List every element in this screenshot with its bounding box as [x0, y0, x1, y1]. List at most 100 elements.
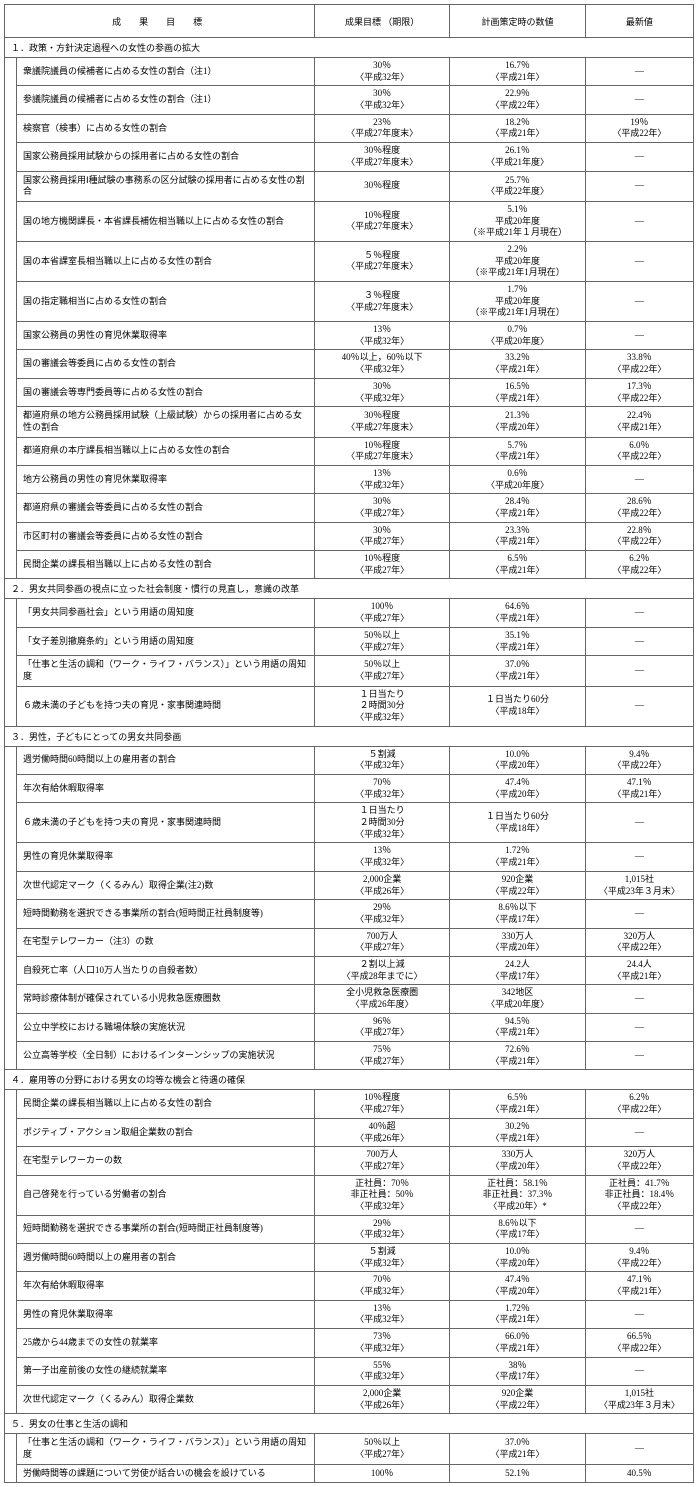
target-value: 55％ 〈平成32年〉 — [314, 1357, 449, 1385]
section-header: １．政策・方針決定過程への女性の参画の拡大 — [5, 38, 694, 58]
target-value: 30％ 〈平成32年〉 — [314, 58, 449, 86]
item-label: 「仕事と生活の調和（ワーク・ライフ・バランス）」という用語の周知度 — [17, 1434, 315, 1464]
latest-value: 9.4％ 〈平成22年〉 — [585, 746, 693, 774]
item-label: ポジティブ・アクション取組企業数の割合 — [17, 1118, 315, 1146]
plan-value: 30.2％ 〈平成21年〉 — [450, 1118, 585, 1146]
latest-value: ― — [585, 241, 693, 281]
table-row: 都道府県の審議会等委員に占める女性の割合30％ 〈平成27年〉28.4％ 〈平成… — [5, 494, 694, 522]
latest-value: ― — [585, 803, 693, 843]
item-label: 男性の育児休業取得率 — [17, 1300, 315, 1328]
latest-value: ― — [585, 171, 693, 201]
item-label: 市区町村の審議会等委員に占める女性の割合 — [17, 522, 315, 550]
target-value: 29％ 〈平成32年〉 — [314, 900, 449, 928]
item-label: 年次有給休暇取得率 — [17, 1272, 315, 1300]
item-label: ６歳未満の子どもを持つ夫の育児・家事関連時間 — [17, 803, 315, 843]
table-row: 短時間勤務を選択できる事業所の割合(短時間正社員制度等)29％ 〈平成32年〉8… — [5, 900, 694, 928]
latest-value: ― — [585, 1357, 693, 1385]
target-value: 100％ 〈平成27年〉 — [314, 599, 449, 627]
target-value: 30％ 〈平成27年〉 — [314, 494, 449, 522]
plan-value: 1.72％ 〈平成21年〉 — [450, 1300, 585, 1328]
item-label: 短時間勤務を選択できる事業所の割合(短時間正社員制度等) — [17, 900, 315, 928]
target-value: ２割以上減 〈平成28年までに〉 — [314, 956, 449, 984]
table-row: 男性の育児休業取得率13％ 〈平成32年〉1.72％ 〈平成21年〉― — [5, 843, 694, 871]
table-row: 国家公務員の男性の育児休業取得率13％ 〈平成32年〉0.7％ 〈平成20年度〉… — [5, 322, 694, 350]
item-label: 国の指定職相当に占める女性の割合 — [17, 282, 315, 322]
target-value: 29％ 〈平成32年〉 — [314, 1215, 449, 1243]
target-value: 75％ 〈平成27年〉 — [314, 1042, 449, 1070]
indent-cell — [5, 599, 17, 726]
item-label: 自己啓発を行っている労働者の割合 — [17, 1175, 315, 1215]
plan-value: 16.7％ 〈平成21年〉 — [450, 58, 585, 86]
target-value: 96％ 〈平成27年〉 — [314, 1013, 449, 1041]
latest-value: ― — [585, 86, 693, 114]
target-value: 100％ — [314, 1464, 449, 1483]
latest-value: 320万人 〈平成22年〉 — [585, 1147, 693, 1175]
item-label: 参議院議員の候補者に占める女性の割合（注1） — [17, 86, 315, 114]
table-row: 「女子差別撤廃条約」という用語の周知度50％以上 〈平成27年〉35.1％ 〈平… — [5, 627, 694, 655]
plan-value: 37.0％ 〈平成21年〉 — [450, 656, 585, 686]
section-header: ４．雇用等の分野における男女の均等な機会と待遇の確保 — [5, 1070, 694, 1090]
target-value: 700万人 〈平成27年〉 — [314, 1147, 449, 1175]
header-plan: 計画策定時の数値 — [450, 5, 585, 38]
item-label: 次世代認定マーク（くるみん）取得企業(注2)数 — [17, 871, 315, 899]
table-row: 市区町村の審議会等委員に占める女性の割合30％ 〈平成27年〉23.3％ 〈平成… — [5, 522, 694, 550]
target-value: 2,000企業 〈平成26年〉 — [314, 1385, 449, 1413]
latest-value: 40.5％ — [585, 1464, 693, 1483]
plan-value: 8.6％以下 〈平成17年〉 — [450, 900, 585, 928]
item-label: 次世代認定マーク（くるみん）取得企業数 — [17, 1385, 315, 1413]
table-row: 検察官（検事）に占める女性の割合23％ 〈平成27年度末〉18.2％ 〈平成21… — [5, 114, 694, 142]
item-label: 国の審議会等委員に占める女性の割合 — [17, 350, 315, 378]
table-row: 自己啓発を行っている労働者の割合正社員：70％ 非正社員：50％ 〈平成32年〉… — [5, 1175, 694, 1215]
plan-value: 10.0％ 〈平成20年〉 — [450, 746, 585, 774]
target-value: 50％以上 〈平成27年〉 — [314, 627, 449, 655]
table-row: 25歳から44歳までの女性の就業率73％ 〈平成32年〉66.0％ 〈平成21年… — [5, 1329, 694, 1357]
plan-value: 64.6％ 〈平成21年〉 — [450, 599, 585, 627]
plan-value: 72.6％ 〈平成21年〉 — [450, 1042, 585, 1070]
latest-value: 47.1％ 〈平成21年〉 — [585, 775, 693, 803]
table-row: 「男女共同参画社会」という用語の周知度100％ 〈平成27年〉64.6％ 〈平成… — [5, 599, 694, 627]
target-value: 30％程度 〈平成27年度末〉 — [314, 143, 449, 171]
plan-value: 330万人 〈平成20年〉 — [450, 928, 585, 956]
plan-value: 6.5％ 〈平成21年〉 — [450, 551, 585, 579]
plan-value: 24.2人 〈平成17年〉 — [450, 956, 585, 984]
target-value: ３％程度 〈平成27年度末〉 — [314, 282, 449, 322]
item-label: 民間企業の課長相当職以上に占める女性の割合 — [17, 1090, 315, 1118]
target-value: 30％程度 — [314, 171, 449, 201]
section-header: ５．男女の仕事と生活の調和 — [5, 1414, 694, 1434]
header-latest: 最新値 — [585, 5, 693, 38]
target-value: 30％ 〈平成27年〉 — [314, 522, 449, 550]
latest-value: ― — [585, 627, 693, 655]
item-label: 公立高等学校（全日制）におけるインターンシップの実施状況 — [17, 1042, 315, 1070]
plan-value: 1.7％ 平成20年度 （※平成21年1月現在） — [450, 282, 585, 322]
target-value: 50％以上 〈平成27年〉 — [314, 1434, 449, 1464]
target-value: 40％超 〈平成26年〉 — [314, 1118, 449, 1146]
item-label: 「女子差別撤廃条約」という用語の周知度 — [17, 627, 315, 655]
item-label: 労働時間等の課題について労使が話合いの機会を設けている — [17, 1464, 315, 1483]
item-label: 国の本省課室長相当職以上に占める女性の割合 — [17, 241, 315, 281]
latest-value: 47.1％ 〈平成21年〉 — [585, 1272, 693, 1300]
goals-table: 成 果 目 標 成果目標 （期限） 計画策定時の数値 最新値 １．政策・方針決定… — [4, 4, 694, 1483]
target-value: 700万人 〈平成27年〉 — [314, 928, 449, 956]
header-row: 成 果 目 標 成果目標 （期限） 計画策定時の数値 最新値 — [5, 5, 694, 38]
target-value: 73％ 〈平成32年〉 — [314, 1329, 449, 1357]
table-row: 国の本省課室長相当職以上に占める女性の割合５％程度 〈平成27年度末〉2.2％ … — [5, 241, 694, 281]
plan-value: 5.1％ 平成20年度 （※平成21年１月現在） — [450, 201, 585, 241]
latest-value: 66.5％ 〈平成22年〉 — [585, 1329, 693, 1357]
plan-value: 47.4％ 〈平成20年〉 — [450, 775, 585, 803]
item-label: ６歳未満の子どもを持つ夫の育児・家事関連時間 — [17, 686, 315, 726]
target-value: 10％程度 〈平成27年度末〉 — [314, 437, 449, 465]
plan-value: 6.5％ 〈平成21年〉 — [450, 1090, 585, 1118]
item-label: 地方公務員の男性の育児休業取得率 — [17, 465, 315, 493]
indent-cell — [5, 1434, 17, 1483]
section-header: ３．男性，子どもにとっての男女共同参画 — [5, 726, 694, 746]
target-value: 50％以上 〈平成27年〉 — [314, 656, 449, 686]
table-row: 国家公務員採用Ⅰ種試験の事務系の区分試験の採用者に占める女性の割合30％程度25… — [5, 171, 694, 201]
plan-value: 23.3％ 〈平成21年〉 — [450, 522, 585, 550]
latest-value: ― — [585, 201, 693, 241]
latest-value: 22.8％ 〈平成22年〉 — [585, 522, 693, 550]
indent-cell — [5, 58, 17, 579]
target-value: 13％ 〈平成32年〉 — [314, 1300, 449, 1328]
plan-value: 28.4％ 〈平成21年〉 — [450, 494, 585, 522]
item-label: 国の審議会等専門委員等に占める女性の割合 — [17, 378, 315, 406]
item-label: 短時間勤務を選択できる事業所の割合(短時間正社員制度等) — [17, 1215, 315, 1243]
